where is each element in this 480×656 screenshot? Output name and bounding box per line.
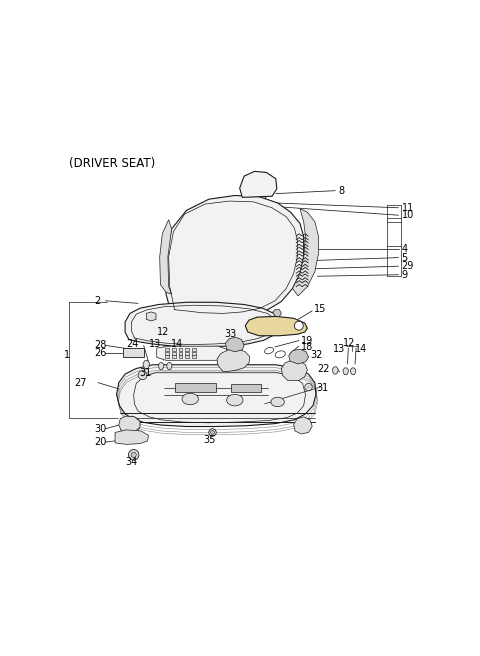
Text: 12: 12: [343, 338, 355, 348]
Bar: [192, 348, 196, 351]
Text: 27: 27: [74, 378, 87, 388]
Bar: [172, 348, 176, 351]
Polygon shape: [226, 337, 244, 352]
Text: 31: 31: [139, 368, 151, 378]
Polygon shape: [289, 349, 309, 364]
Bar: [185, 348, 189, 351]
Text: 32: 32: [310, 350, 323, 360]
Bar: [123, 348, 144, 357]
Circle shape: [138, 371, 147, 380]
Circle shape: [307, 386, 310, 389]
Bar: [165, 348, 169, 351]
Text: 5: 5: [401, 253, 408, 262]
Polygon shape: [332, 367, 338, 374]
Polygon shape: [217, 349, 250, 371]
Polygon shape: [231, 384, 261, 392]
Bar: [192, 352, 196, 355]
Text: 28: 28: [94, 340, 107, 350]
Polygon shape: [115, 430, 148, 444]
Text: 9: 9: [401, 270, 408, 279]
Bar: [165, 356, 169, 358]
Text: 24: 24: [127, 339, 139, 349]
Text: 1: 1: [64, 350, 70, 360]
Polygon shape: [281, 360, 307, 380]
Circle shape: [211, 430, 215, 434]
Text: 2: 2: [94, 296, 100, 306]
Polygon shape: [143, 361, 150, 369]
Polygon shape: [245, 316, 307, 336]
Circle shape: [209, 429, 216, 436]
Text: 35: 35: [204, 435, 216, 445]
Bar: [179, 348, 182, 351]
Text: 31: 31: [316, 383, 328, 393]
Bar: [165, 352, 169, 355]
Text: 19: 19: [301, 336, 313, 346]
Text: 15: 15: [314, 304, 326, 314]
Text: 20: 20: [94, 437, 107, 447]
Polygon shape: [166, 195, 304, 316]
Polygon shape: [175, 383, 216, 392]
Text: (DRIVER SEAT): (DRIVER SEAT): [69, 157, 156, 170]
Polygon shape: [294, 417, 312, 434]
Text: 10: 10: [401, 210, 414, 220]
Polygon shape: [120, 416, 140, 436]
Circle shape: [294, 321, 303, 330]
Polygon shape: [240, 171, 277, 197]
Polygon shape: [158, 363, 164, 369]
Text: 30: 30: [94, 424, 107, 434]
Circle shape: [141, 373, 144, 377]
Bar: [172, 356, 176, 358]
Polygon shape: [117, 365, 316, 426]
Text: 14: 14: [355, 344, 368, 354]
Bar: [172, 352, 176, 355]
Bar: [185, 356, 189, 358]
Text: 34: 34: [125, 457, 138, 467]
Text: 14: 14: [171, 339, 183, 349]
Polygon shape: [343, 368, 348, 375]
Polygon shape: [125, 302, 279, 347]
Text: 13: 13: [149, 339, 161, 349]
Polygon shape: [273, 310, 281, 316]
Ellipse shape: [227, 394, 243, 406]
Polygon shape: [156, 346, 227, 360]
Text: 33: 33: [224, 329, 237, 339]
Circle shape: [305, 383, 312, 391]
Text: 11: 11: [401, 203, 414, 213]
Circle shape: [131, 452, 136, 457]
Ellipse shape: [271, 398, 284, 407]
Bar: [192, 356, 196, 358]
Text: 18: 18: [301, 342, 313, 352]
Text: 26: 26: [94, 348, 107, 358]
Polygon shape: [119, 416, 140, 433]
Text: 22: 22: [318, 364, 330, 374]
Polygon shape: [350, 368, 356, 375]
Text: 4: 4: [401, 245, 408, 255]
Bar: [185, 352, 189, 355]
Ellipse shape: [182, 393, 198, 405]
Bar: [179, 356, 182, 358]
Text: 12: 12: [157, 327, 169, 337]
Text: 8: 8: [338, 186, 344, 195]
Polygon shape: [292, 209, 319, 296]
Text: 29: 29: [401, 261, 414, 271]
Text: 13: 13: [334, 344, 346, 354]
Bar: [179, 352, 182, 355]
Circle shape: [129, 449, 139, 460]
Polygon shape: [160, 220, 172, 294]
Polygon shape: [146, 312, 156, 321]
Polygon shape: [167, 363, 172, 369]
